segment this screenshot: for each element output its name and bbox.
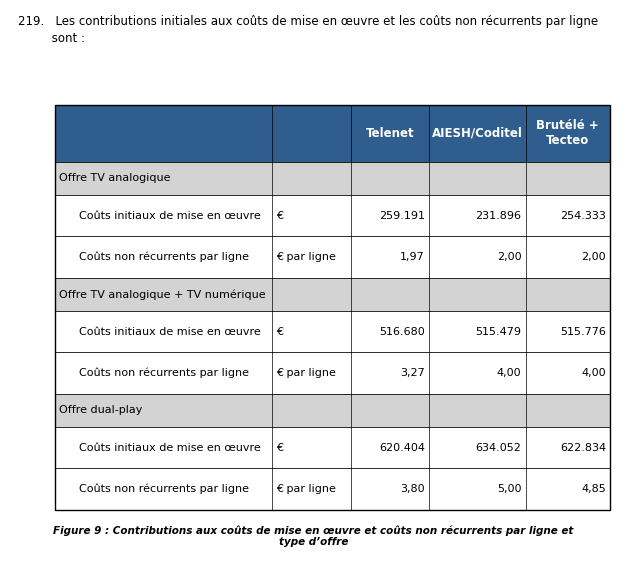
Text: 4,85: 4,85 (581, 484, 606, 494)
Text: 634.052: 634.052 (476, 442, 522, 452)
Text: €: € (277, 326, 283, 336)
Text: Coûts non récurrents par ligne: Coûts non récurrents par ligne (79, 484, 249, 494)
Text: Offre TV analogique: Offre TV analogique (59, 173, 171, 183)
Bar (55, 311, 610, 352)
Text: Coûts non récurrents par ligne: Coûts non récurrents par ligne (79, 368, 249, 378)
Text: 620.404: 620.404 (379, 442, 425, 452)
Text: 2,00: 2,00 (497, 252, 522, 262)
Text: 3,27: 3,27 (400, 368, 425, 378)
Bar (55, 427, 610, 468)
Text: 259.191: 259.191 (379, 210, 425, 220)
Text: Coûts initiaux de mise en œuvre: Coûts initiaux de mise en œuvre (79, 210, 261, 220)
Bar (55, 236, 610, 278)
Text: Coûts initiaux de mise en œuvre: Coûts initiaux de mise en œuvre (79, 326, 261, 336)
Text: € par ligne: € par ligne (277, 484, 336, 494)
Text: 5,00: 5,00 (497, 484, 522, 494)
Text: 4,00: 4,00 (581, 368, 606, 378)
Text: 1,97: 1,97 (400, 252, 425, 262)
Text: Brutélé +
Tecteo: Brutélé + Tecteo (537, 120, 599, 147)
Text: € par ligne: € par ligne (277, 368, 336, 378)
Text: Coûts non récurrents par ligne: Coûts non récurrents par ligne (79, 252, 249, 262)
Text: 516.680: 516.680 (379, 326, 425, 336)
Text: € par ligne: € par ligne (277, 252, 336, 262)
Text: 2,00: 2,00 (581, 252, 606, 262)
Text: €: € (277, 210, 283, 220)
Bar (55, 105, 610, 162)
Text: 3,80: 3,80 (400, 484, 425, 494)
Bar (55, 468, 610, 510)
Text: Offre TV analogique + TV numérique: Offre TV analogique + TV numérique (59, 289, 266, 300)
Text: 219.   Les contributions initiales aux coûts de mise en œuvre et les coûts non r: 219. Les contributions initiales aux coû… (18, 15, 598, 28)
Bar (55, 195, 610, 236)
Bar (55, 394, 610, 427)
Text: AIESH/Coditel: AIESH/Coditel (432, 127, 523, 140)
Text: 622.834: 622.834 (560, 442, 606, 452)
Bar (55, 352, 610, 394)
Text: 515.776: 515.776 (560, 326, 606, 336)
Text: 515.479: 515.479 (475, 326, 522, 336)
Text: Figure 9 : Contributions aux coûts de mise en œuvre et coûts non récurrents par : Figure 9 : Contributions aux coûts de mi… (53, 525, 574, 547)
Text: Coûts initiaux de mise en œuvre: Coûts initiaux de mise en œuvre (79, 442, 261, 452)
Bar (55, 162, 610, 195)
Bar (55, 278, 610, 311)
Text: Telenet: Telenet (366, 127, 414, 140)
Text: 231.896: 231.896 (475, 210, 522, 220)
Bar (55, 105, 610, 510)
Text: 4,00: 4,00 (497, 368, 522, 378)
Text: €: € (277, 442, 283, 452)
Text: sont :: sont : (18, 32, 85, 45)
Text: 254.333: 254.333 (560, 210, 606, 220)
Text: Offre dual-play: Offre dual-play (59, 405, 142, 416)
